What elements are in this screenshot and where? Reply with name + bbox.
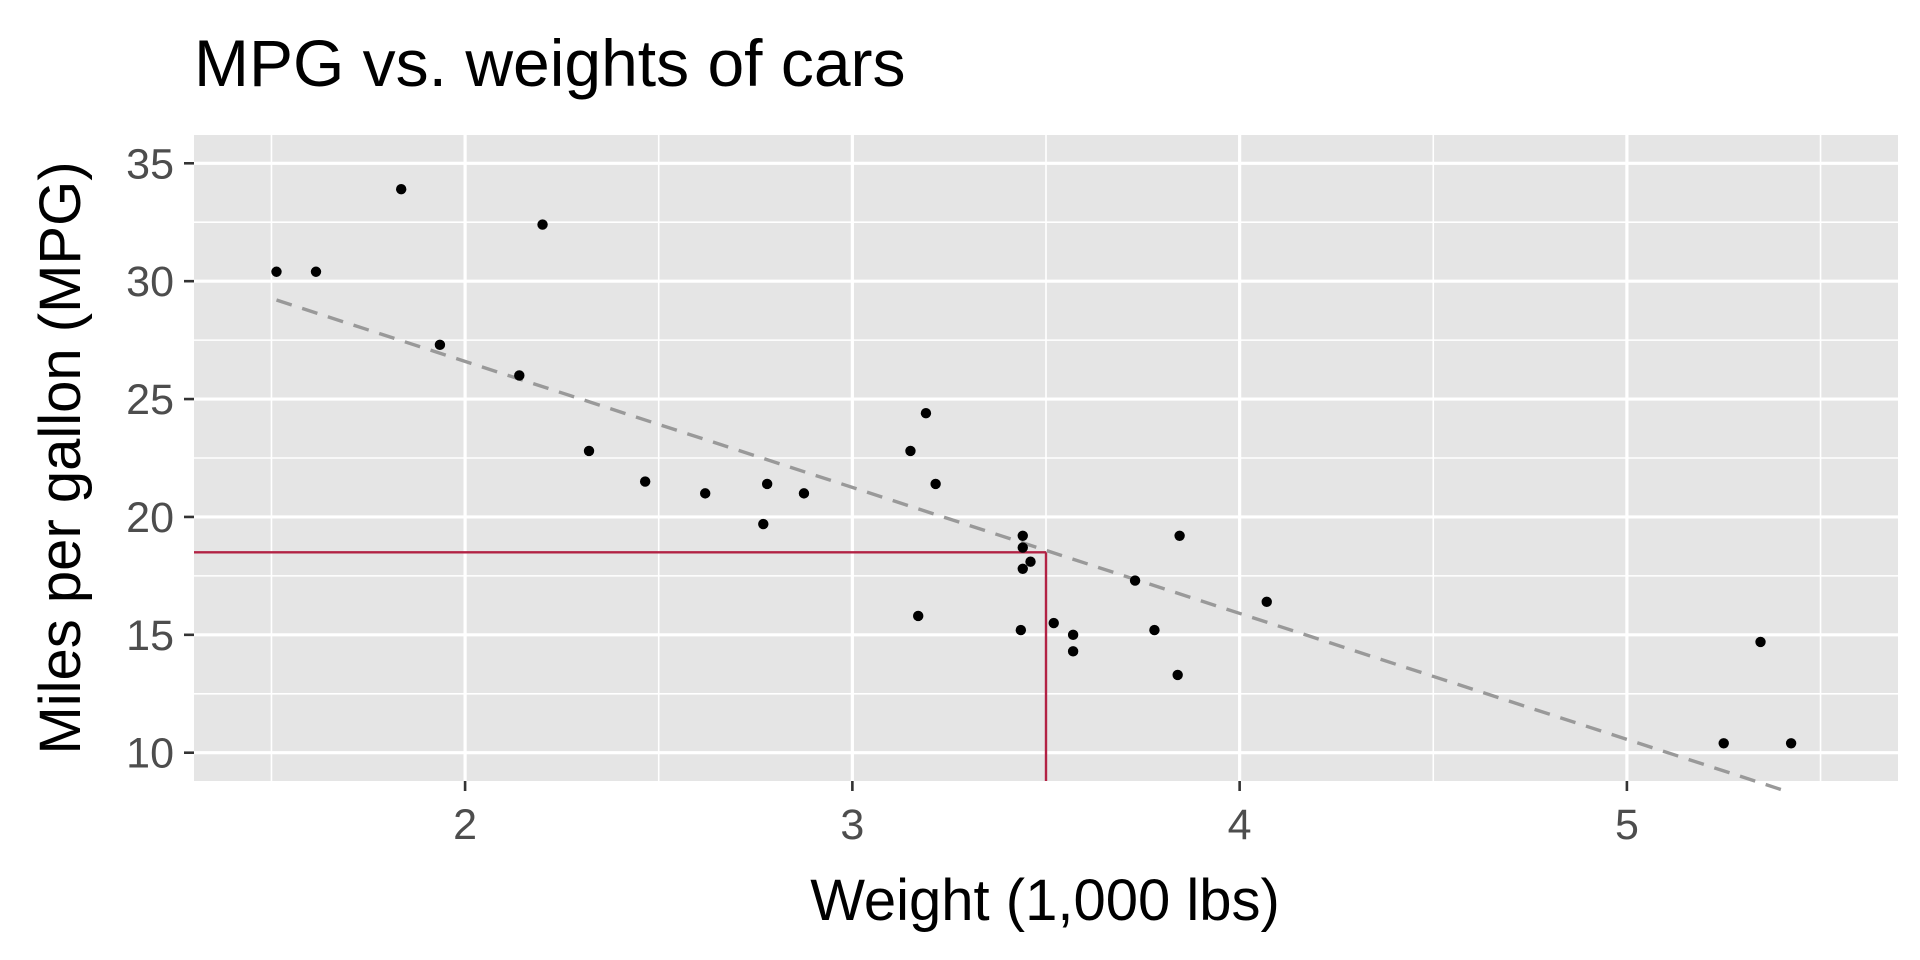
y-tick-label: 10 bbox=[126, 730, 174, 778]
y-tick-label: 30 bbox=[126, 258, 174, 306]
data-point bbox=[1025, 556, 1036, 567]
data-points bbox=[271, 184, 1797, 749]
data-point bbox=[1755, 636, 1766, 648]
x-tick-label: 4 bbox=[1228, 801, 1252, 849]
data-point bbox=[1261, 596, 1272, 608]
data-point bbox=[913, 610, 924, 622]
data-point bbox=[639, 476, 651, 487]
data-point bbox=[798, 488, 810, 499]
data-point bbox=[310, 266, 322, 277]
data-point bbox=[761, 478, 773, 490]
trend-line bbox=[275, 298, 1792, 795]
x-tick-label: 5 bbox=[1615, 801, 1639, 849]
data-point bbox=[700, 488, 711, 499]
data-point bbox=[395, 184, 407, 195]
reference-lines bbox=[194, 551, 1048, 781]
x-tick-label: 3 bbox=[840, 801, 864, 849]
data-point bbox=[1017, 542, 1028, 553]
data-point bbox=[271, 266, 282, 277]
x-axis: 2 3 4 5 bbox=[453, 781, 1639, 849]
data-point bbox=[1129, 575, 1141, 586]
data-point bbox=[1172, 669, 1183, 681]
y-axis-title: Miles per gallon (MPG) bbox=[28, 161, 93, 754]
data-point bbox=[514, 370, 525, 381]
y-tick-label: 35 bbox=[126, 140, 174, 188]
data-point bbox=[1067, 646, 1079, 657]
data-point bbox=[583, 445, 595, 457]
data-point bbox=[1174, 530, 1185, 542]
data-point bbox=[1015, 624, 1027, 636]
y-tick-label: 15 bbox=[126, 612, 174, 660]
trend-line-group bbox=[275, 298, 1792, 795]
data-point bbox=[1017, 563, 1028, 575]
data-point bbox=[1718, 738, 1729, 749]
data-point bbox=[758, 518, 769, 530]
y-axis: 10 15 20 25 30 35 bbox=[126, 140, 194, 778]
data-point bbox=[905, 445, 916, 457]
y-tick-label: 20 bbox=[126, 494, 174, 542]
data-point bbox=[434, 339, 446, 351]
x-tick-label: 2 bbox=[453, 801, 477, 849]
data-point bbox=[1149, 624, 1160, 636]
data-point bbox=[1067, 629, 1079, 641]
data-point bbox=[1048, 617, 1059, 629]
chart-title: MPG vs. weights of cars bbox=[194, 26, 906, 100]
x-axis-title: Weight (1,000 lbs) bbox=[810, 868, 1280, 933]
data-point bbox=[920, 408, 932, 419]
data-point bbox=[930, 478, 941, 490]
data-point bbox=[1017, 530, 1028, 542]
data-point bbox=[537, 219, 548, 230]
y-tick-label: 25 bbox=[126, 376, 174, 424]
data-point bbox=[1785, 738, 1797, 749]
